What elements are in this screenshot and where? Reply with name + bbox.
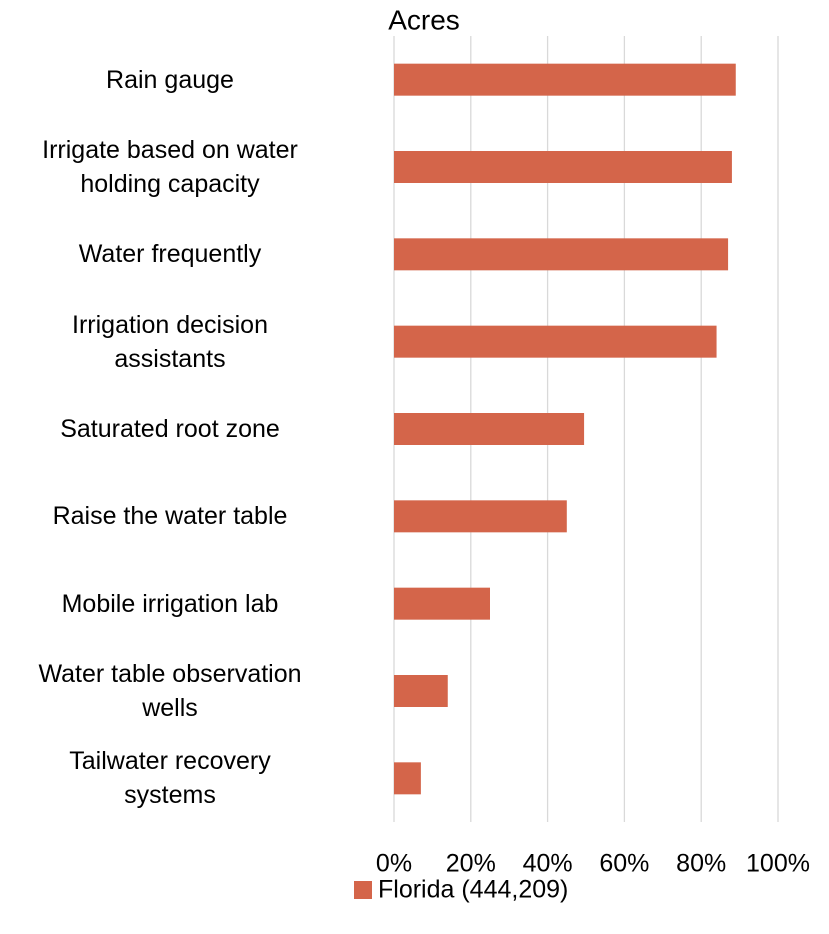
x-tick-label: 80% [676, 850, 726, 878]
y-tick-label: Saturated root zone [60, 415, 280, 443]
y-tick-label: Mobile irrigation lab [61, 589, 279, 618]
x-tick-label: 40% [523, 850, 573, 878]
bar [394, 151, 732, 183]
y-tick-label: Raise the water table [52, 502, 288, 531]
bar [394, 762, 421, 795]
y-tick-label: Water frequently [78, 240, 262, 269]
legend-label: Florida (444,209) [378, 876, 568, 904]
chart-title: Acres [388, 4, 460, 35]
bar [394, 413, 585, 445]
bar [394, 675, 448, 707]
x-tick-label: 20% [446, 850, 496, 878]
y-tick-label: Rain gauge [106, 65, 234, 94]
x-tick-label: 60% [599, 850, 649, 878]
y-tick-label: Tailwater recovery systems [69, 747, 271, 810]
bar [394, 587, 490, 620]
legend-swatch [354, 881, 372, 899]
y-tick-label: Irrigation decision assistants [72, 310, 268, 373]
bar [394, 63, 736, 96]
bar [394, 238, 729, 271]
y-tick-label: Irrigate based on water holding capacity [42, 136, 298, 198]
y-tick-label: Water table observation wells [38, 660, 302, 722]
bar [394, 325, 717, 358]
x-tick-label: 100% [746, 850, 810, 878]
x-tick-label: 0% [376, 850, 412, 878]
bar [394, 500, 567, 533]
